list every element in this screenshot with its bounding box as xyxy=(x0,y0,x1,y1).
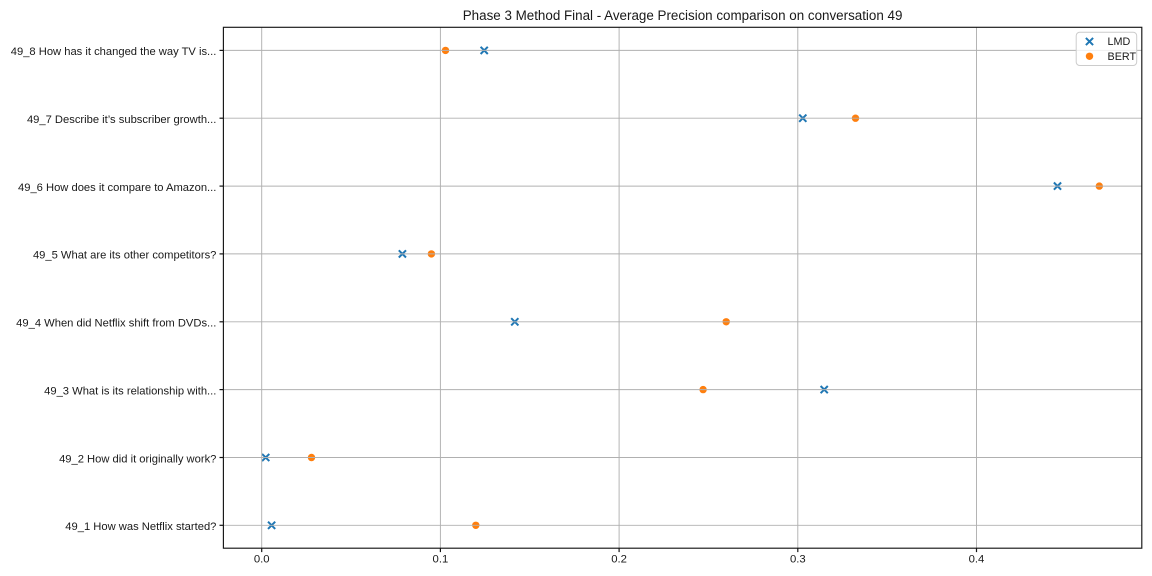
svg-text:0.1: 0.1 xyxy=(433,554,449,566)
svg-text:0.2: 0.2 xyxy=(611,554,627,566)
svg-text:49_1 How was Netflix started?: 49_1 How was Netflix started? xyxy=(65,521,216,533)
svg-text:Phase 3 Method Final - Average: Phase 3 Method Final - Average Precision… xyxy=(463,8,903,23)
svg-text:0.4: 0.4 xyxy=(969,554,985,566)
svg-text:49_6 How does it compare to Am: 49_6 How does it compare to Amazon... xyxy=(18,182,216,194)
svg-text:LMD: LMD xyxy=(1108,36,1131,48)
svg-text:BERT: BERT xyxy=(1108,51,1137,63)
svg-text:0.3: 0.3 xyxy=(790,554,806,566)
svg-text:49_4 When did Netflix shift fr: 49_4 When did Netflix shift from DVDs... xyxy=(16,318,216,330)
svg-text:49_3 What is its relationship: 49_3 What is its relationship with... xyxy=(44,385,216,397)
svg-text:49_7 Describe it’s subscriber: 49_7 Describe it’s subscriber growth... xyxy=(27,114,216,126)
svg-text:49_8 How has it changed the wa: 49_8 How has it changed the way TV is... xyxy=(11,46,217,58)
svg-text:49_5 What are its other compet: 49_5 What are its other competitors? xyxy=(33,250,216,262)
svg-text:49_2 How did it originally wor: 49_2 How did it originally work? xyxy=(59,453,216,465)
svg-text:0.0: 0.0 xyxy=(254,554,270,566)
